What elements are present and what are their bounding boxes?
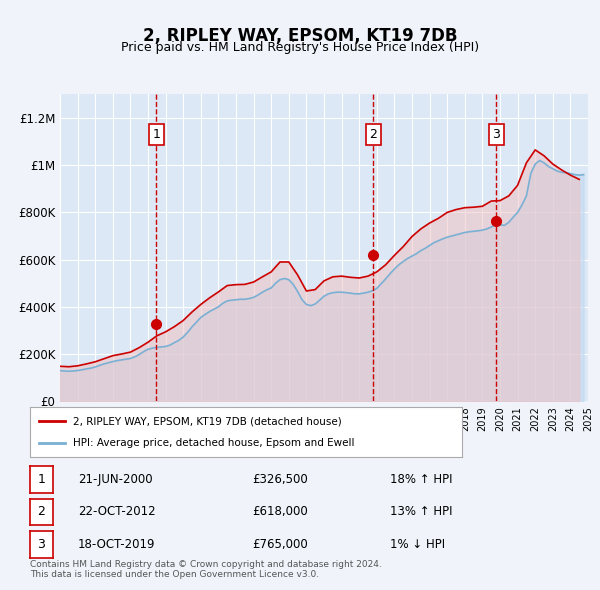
Text: 22-OCT-2012: 22-OCT-2012: [78, 505, 155, 519]
Text: 2: 2: [37, 505, 46, 519]
Text: HPI: Average price, detached house, Epsom and Ewell: HPI: Average price, detached house, Epso…: [73, 438, 355, 448]
Text: 1: 1: [152, 128, 160, 141]
Text: 2, RIPLEY WAY, EPSOM, KT19 7DB: 2, RIPLEY WAY, EPSOM, KT19 7DB: [143, 27, 457, 45]
Text: Price paid vs. HM Land Registry's House Price Index (HPI): Price paid vs. HM Land Registry's House …: [121, 41, 479, 54]
Text: Contains HM Land Registry data © Crown copyright and database right 2024.
This d: Contains HM Land Registry data © Crown c…: [30, 560, 382, 579]
Text: 3: 3: [493, 128, 500, 141]
Text: 1% ↓ HPI: 1% ↓ HPI: [390, 537, 445, 551]
Text: £765,000: £765,000: [252, 537, 308, 551]
Text: 1: 1: [37, 473, 46, 486]
Text: £618,000: £618,000: [252, 505, 308, 519]
Text: 2, RIPLEY WAY, EPSOM, KT19 7DB (detached house): 2, RIPLEY WAY, EPSOM, KT19 7DB (detached…: [73, 416, 342, 426]
Text: 18-OCT-2019: 18-OCT-2019: [78, 537, 155, 551]
Text: 3: 3: [37, 537, 46, 551]
Text: 21-JUN-2000: 21-JUN-2000: [78, 473, 152, 486]
Text: £326,500: £326,500: [252, 473, 308, 486]
Text: 13% ↑ HPI: 13% ↑ HPI: [390, 505, 452, 519]
Text: 18% ↑ HPI: 18% ↑ HPI: [390, 473, 452, 486]
Text: 2: 2: [370, 128, 377, 141]
